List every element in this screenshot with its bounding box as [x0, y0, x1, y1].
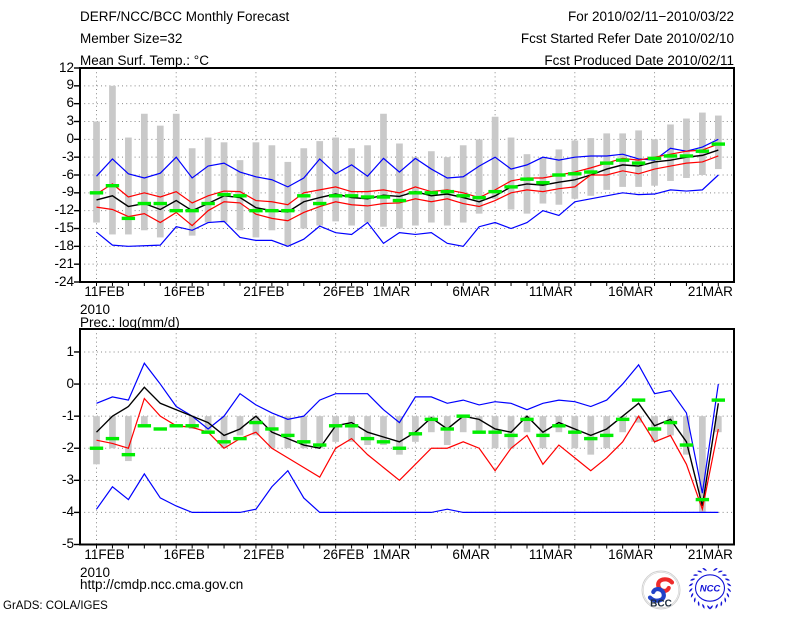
svg-text:NCC: NCC: [700, 584, 721, 595]
svg-text:BCC: BCC: [650, 599, 672, 610]
